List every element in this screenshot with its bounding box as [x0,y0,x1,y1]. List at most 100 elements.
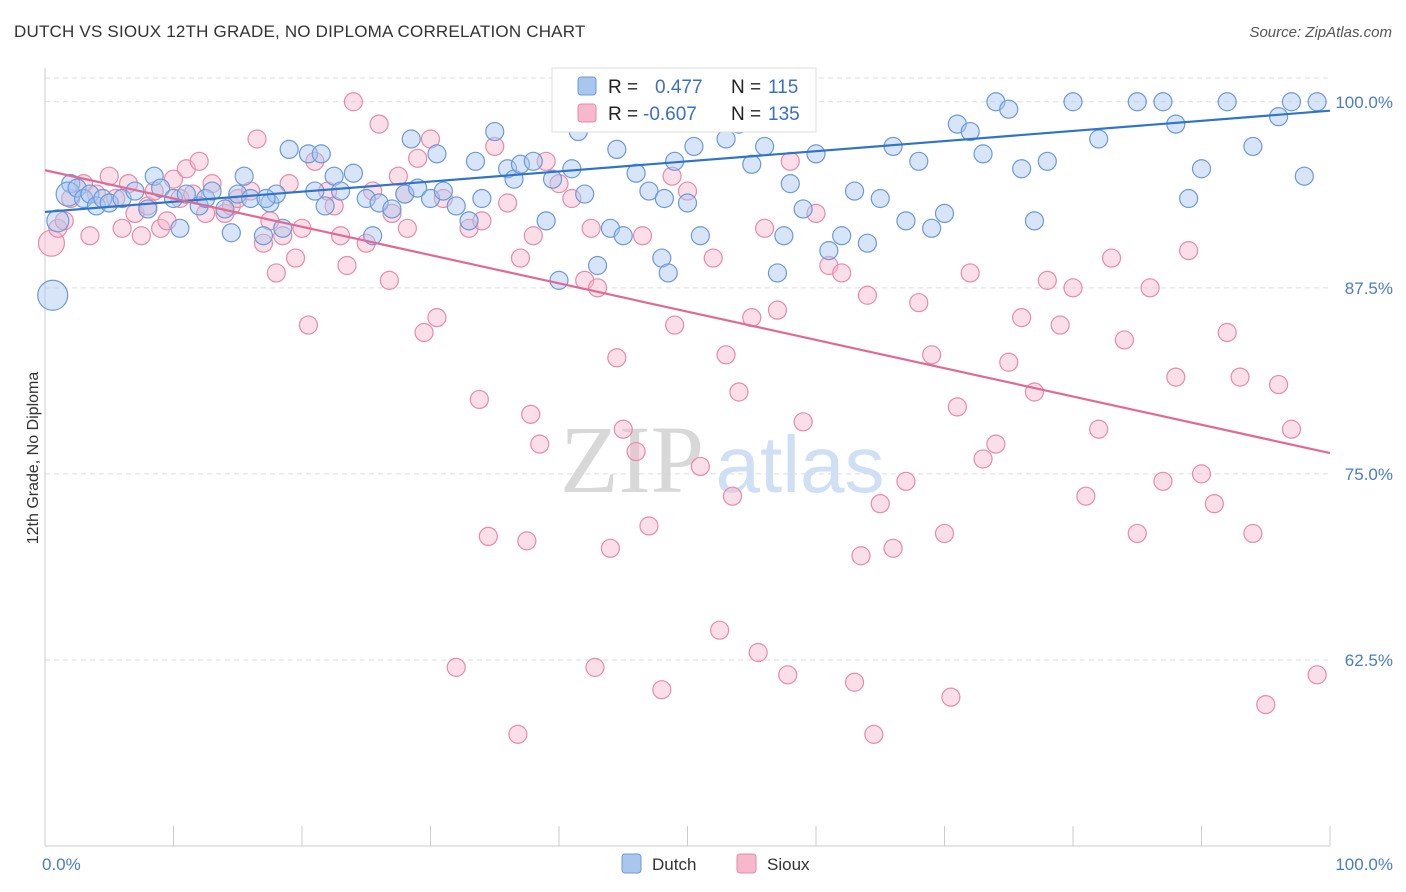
sioux-point-47 [388,166,408,186]
legend-stats: R = 0.477 N = 115 R = -0.607 N = 135 [551,67,817,133]
sioux-point-78 [716,345,736,365]
sioux-point-111 [1140,278,1160,298]
dutch-point-37 [363,226,383,246]
dutch-point-24 [241,188,261,209]
sioux-point-97 [960,263,980,283]
legend-bottom-dutch-label: Dutch [652,855,696,874]
sioux-point-76 [690,456,710,477]
sioux-point-126 [662,166,682,186]
sioux-point-127 [478,526,498,547]
sioux-point-124 [508,724,528,744]
sioux-point-112 [1153,471,1173,491]
legend-dutch-n-value: 115 [768,77,798,98]
sioux-point-69 [607,348,627,368]
sioux-point-70 [613,419,633,439]
dutch-point-112 [401,129,421,149]
sioux-point-72 [639,516,659,536]
sioux-point-125 [585,657,605,677]
legend-dutch-swatch [577,76,597,96]
dutch-point-13 [144,166,164,186]
dutch-point-43 [427,144,447,164]
dutch-point-54 [542,169,563,189]
dutch-point-65 [658,263,678,283]
sioux-point-136 [469,389,489,410]
sioux-point-89 [857,285,878,305]
dutch-point-116 [774,226,794,246]
sioux-point-31 [266,263,286,283]
dutch-point-97 [1089,129,1109,149]
sioux-point-85 [806,203,826,224]
sioux-point-107 [1089,419,1109,439]
sioux-point-137 [521,404,541,424]
dutch-point-92 [999,99,1019,119]
sioux-point-5 [80,226,100,246]
sioux-point-71 [626,441,646,462]
sioux-point-128 [632,226,653,246]
sioux-point-109 [1114,330,1135,350]
sioux-point-133 [941,687,961,707]
legend-sioux-swatch [577,103,597,123]
dutch-point-20 [202,181,222,201]
sioux-point-106 [1076,486,1096,506]
sioux-point-15 [151,218,171,238]
sioux-point-79 [729,382,749,402]
dutch-point-86 [922,218,942,238]
sioux-point-61 [530,434,550,454]
sioux-point-81 [754,218,775,238]
sioux-point-22 [196,203,216,224]
dutch-point-85 [909,151,929,171]
y-tick-label-1: 75.0% [1345,465,1393,484]
sioux-point-135 [778,665,798,685]
sioux-point-68 [600,538,621,558]
watermark: ZIP atlas [560,406,884,513]
legend-bottom-dutch-swatch [621,853,642,874]
dutch-point-110 [256,188,276,209]
dutch-point-81 [857,233,878,253]
x-tick-label-0: 0.0% [42,855,81,874]
dutch-point-48 [485,121,505,142]
sioux-point-99 [986,434,1006,454]
dutch-point-93 [1011,159,1032,179]
legend-bottom-sioux-swatch [736,853,757,874]
sioux-point-83 [780,151,800,171]
legend-bottom-sioux-label: Sioux [767,855,810,874]
sioux-point-113 [1166,367,1186,387]
dutch-point-108 [1307,92,1327,112]
dutch-point-36 [356,188,376,209]
legend-sioux-r-label: R = [608,104,638,125]
legend-sioux-r-value: -0.607 [643,104,697,125]
dutch-point-0 [46,209,70,233]
y-tick-labels: 62.5% 75.0% 87.5% 100.0% [1335,93,1393,670]
sioux-point-100 [999,352,1019,372]
sioux-point-42 [343,92,363,112]
sioux-point-131 [722,486,743,506]
sioux-points [37,92,1327,744]
sioux-point-122 [1281,419,1302,439]
dutch-point-72 [742,154,762,174]
dutch-trend-line [44,109,1331,214]
sioux-point-138 [397,218,417,238]
sioux-point-139 [379,270,399,290]
dutch-point-69 [690,226,710,246]
dutch-point-101 [1179,188,1199,209]
sioux-point-121 [1268,374,1289,395]
sioux-point-132 [864,724,884,744]
dutch-point-67 [677,193,698,213]
sioux-point-29 [253,233,274,253]
dutch-point-23 [228,184,248,204]
sioux-point-103 [1037,270,1057,290]
sioux-point-53 [446,657,466,677]
sioux-point-41 [337,255,357,276]
dutch-point-74 [767,263,788,283]
sioux-point-92 [896,471,916,491]
sioux-point-93 [909,293,929,313]
sioux-point-59 [517,531,537,551]
dutch-point-70 [716,129,736,149]
sioux-point-129 [748,642,768,663]
dutch-point-98 [1127,92,1147,112]
dutch-point-115 [654,188,674,209]
dutch-point-35 [343,163,363,183]
dutch-point-49 [498,159,518,179]
dutch-point-56 [562,159,582,179]
